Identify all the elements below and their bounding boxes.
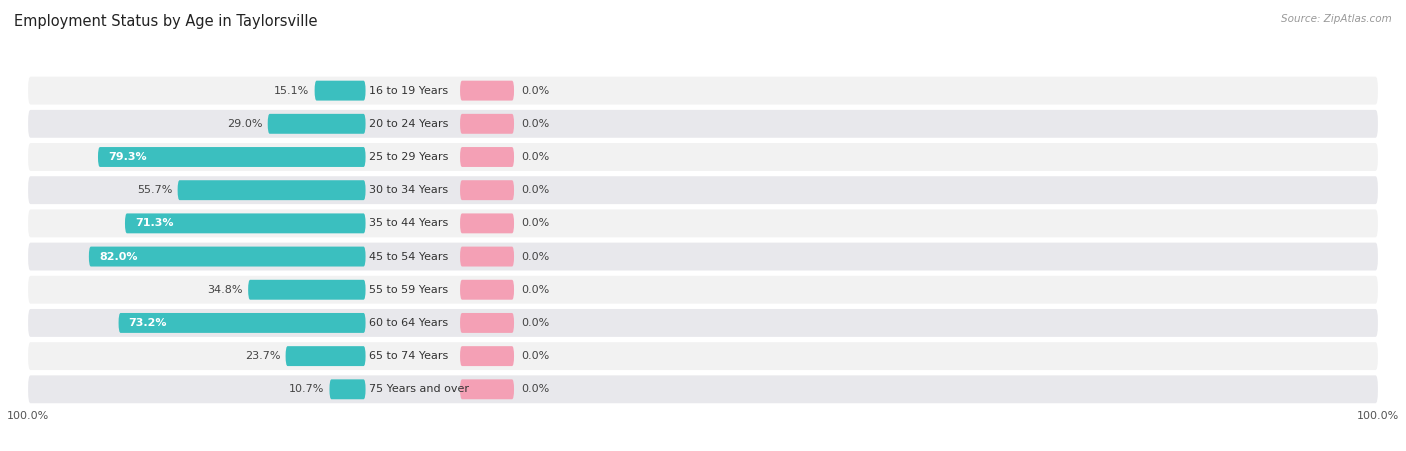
FancyBboxPatch shape xyxy=(98,147,366,167)
Text: 55.7%: 55.7% xyxy=(136,185,172,195)
Text: 15.1%: 15.1% xyxy=(274,86,309,96)
Text: 29.0%: 29.0% xyxy=(226,119,263,129)
Text: 23.7%: 23.7% xyxy=(245,351,280,361)
Text: 35 to 44 Years: 35 to 44 Years xyxy=(368,218,449,228)
FancyBboxPatch shape xyxy=(177,180,366,200)
FancyBboxPatch shape xyxy=(460,280,515,300)
Text: 65 to 74 Years: 65 to 74 Years xyxy=(368,351,449,361)
FancyBboxPatch shape xyxy=(315,81,366,101)
Text: 79.3%: 79.3% xyxy=(108,152,146,162)
FancyBboxPatch shape xyxy=(89,247,366,267)
FancyBboxPatch shape xyxy=(28,176,1378,204)
Text: 0.0%: 0.0% xyxy=(520,86,548,96)
FancyBboxPatch shape xyxy=(125,213,366,233)
Text: 0.0%: 0.0% xyxy=(520,218,548,228)
FancyBboxPatch shape xyxy=(460,313,515,333)
Text: 0.0%: 0.0% xyxy=(520,119,548,129)
Text: 10.7%: 10.7% xyxy=(288,384,323,394)
FancyBboxPatch shape xyxy=(460,379,515,399)
FancyBboxPatch shape xyxy=(28,77,1378,105)
FancyBboxPatch shape xyxy=(460,213,515,233)
Text: 0.0%: 0.0% xyxy=(520,185,548,195)
FancyBboxPatch shape xyxy=(460,180,515,200)
Text: 30 to 34 Years: 30 to 34 Years xyxy=(368,185,449,195)
FancyBboxPatch shape xyxy=(28,143,1378,171)
FancyBboxPatch shape xyxy=(28,209,1378,237)
Text: 34.8%: 34.8% xyxy=(207,285,243,295)
Text: 45 to 54 Years: 45 to 54 Years xyxy=(368,252,449,262)
Text: 25 to 29 Years: 25 to 29 Years xyxy=(368,152,449,162)
FancyBboxPatch shape xyxy=(267,114,366,134)
Text: 0.0%: 0.0% xyxy=(520,285,548,295)
FancyBboxPatch shape xyxy=(28,243,1378,271)
FancyBboxPatch shape xyxy=(329,379,366,399)
Text: 0.0%: 0.0% xyxy=(520,152,548,162)
FancyBboxPatch shape xyxy=(28,342,1378,370)
FancyBboxPatch shape xyxy=(28,110,1378,138)
FancyBboxPatch shape xyxy=(118,313,366,333)
Text: 55 to 59 Years: 55 to 59 Years xyxy=(368,285,449,295)
Text: 75 Years and over: 75 Years and over xyxy=(368,384,470,394)
Text: 16 to 19 Years: 16 to 19 Years xyxy=(368,86,449,96)
Text: Employment Status by Age in Taylorsville: Employment Status by Age in Taylorsville xyxy=(14,14,318,28)
FancyBboxPatch shape xyxy=(460,114,515,134)
Text: 0.0%: 0.0% xyxy=(520,252,548,262)
Text: 0.0%: 0.0% xyxy=(520,351,548,361)
FancyBboxPatch shape xyxy=(247,280,366,300)
FancyBboxPatch shape xyxy=(460,147,515,167)
Text: 0.0%: 0.0% xyxy=(520,384,548,394)
Text: 73.2%: 73.2% xyxy=(129,318,167,328)
Text: Source: ZipAtlas.com: Source: ZipAtlas.com xyxy=(1281,14,1392,23)
FancyBboxPatch shape xyxy=(460,247,515,267)
Text: 20 to 24 Years: 20 to 24 Years xyxy=(368,119,449,129)
FancyBboxPatch shape xyxy=(460,346,515,366)
FancyBboxPatch shape xyxy=(28,375,1378,403)
FancyBboxPatch shape xyxy=(28,276,1378,304)
Text: 71.3%: 71.3% xyxy=(135,218,173,228)
Text: 0.0%: 0.0% xyxy=(520,318,548,328)
Text: 82.0%: 82.0% xyxy=(98,252,138,262)
FancyBboxPatch shape xyxy=(460,81,515,101)
FancyBboxPatch shape xyxy=(28,309,1378,337)
Text: 60 to 64 Years: 60 to 64 Years xyxy=(368,318,449,328)
FancyBboxPatch shape xyxy=(285,346,366,366)
